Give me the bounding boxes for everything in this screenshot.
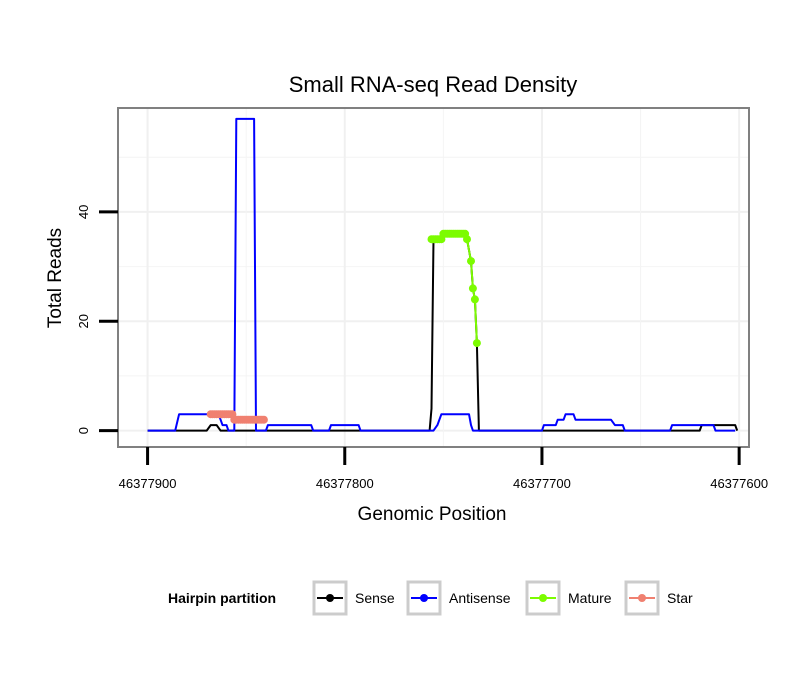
x-tick-label: 46377800 [316, 476, 374, 491]
series-mature [427, 229, 481, 348]
data-point [259, 415, 268, 424]
y-tick-label: 0 [76, 427, 91, 434]
data-point [472, 339, 481, 348]
legend-key-point [539, 594, 547, 602]
legend-label-mature: Mature [568, 590, 612, 606]
legend: Hairpin partition Sense Antisense Mature St… [168, 580, 693, 616]
legend-label-sense: Sense [355, 590, 395, 606]
legend-key-point [638, 594, 646, 602]
chart-title: Small RNA-seq Read Density [289, 72, 578, 97]
data-point [470, 295, 479, 304]
series-layer [147, 117, 739, 432]
y-tick-label: 40 [76, 205, 91, 219]
y-tick-label: 20 [76, 314, 91, 328]
x-tick-label: 46377600 [710, 476, 768, 491]
x-tick-label: 46377700 [513, 476, 571, 491]
y-axis: 0 20 40 [76, 205, 118, 434]
series-antisense [147, 117, 736, 432]
legend-label-star: Star [667, 590, 693, 606]
y-axis-title: Total Reads [45, 228, 66, 328]
legend-title: Hairpin partition [168, 590, 276, 606]
x-axis-title: Genomic Position [358, 504, 507, 525]
series-line [147, 117, 736, 432]
series-star [206, 410, 268, 424]
legend-label-antisense: Antisense [449, 590, 511, 606]
x-axis: 46377900 46377800 46377700 46377600 [119, 447, 768, 491]
grid [118, 108, 749, 447]
legend-key-point [326, 594, 334, 602]
x-tick-label: 46377900 [119, 476, 177, 491]
data-point [463, 235, 471, 244]
plot-border [117, 107, 750, 448]
legend-key-point [420, 594, 428, 602]
data-point [468, 284, 477, 293]
data-point [467, 257, 475, 266]
